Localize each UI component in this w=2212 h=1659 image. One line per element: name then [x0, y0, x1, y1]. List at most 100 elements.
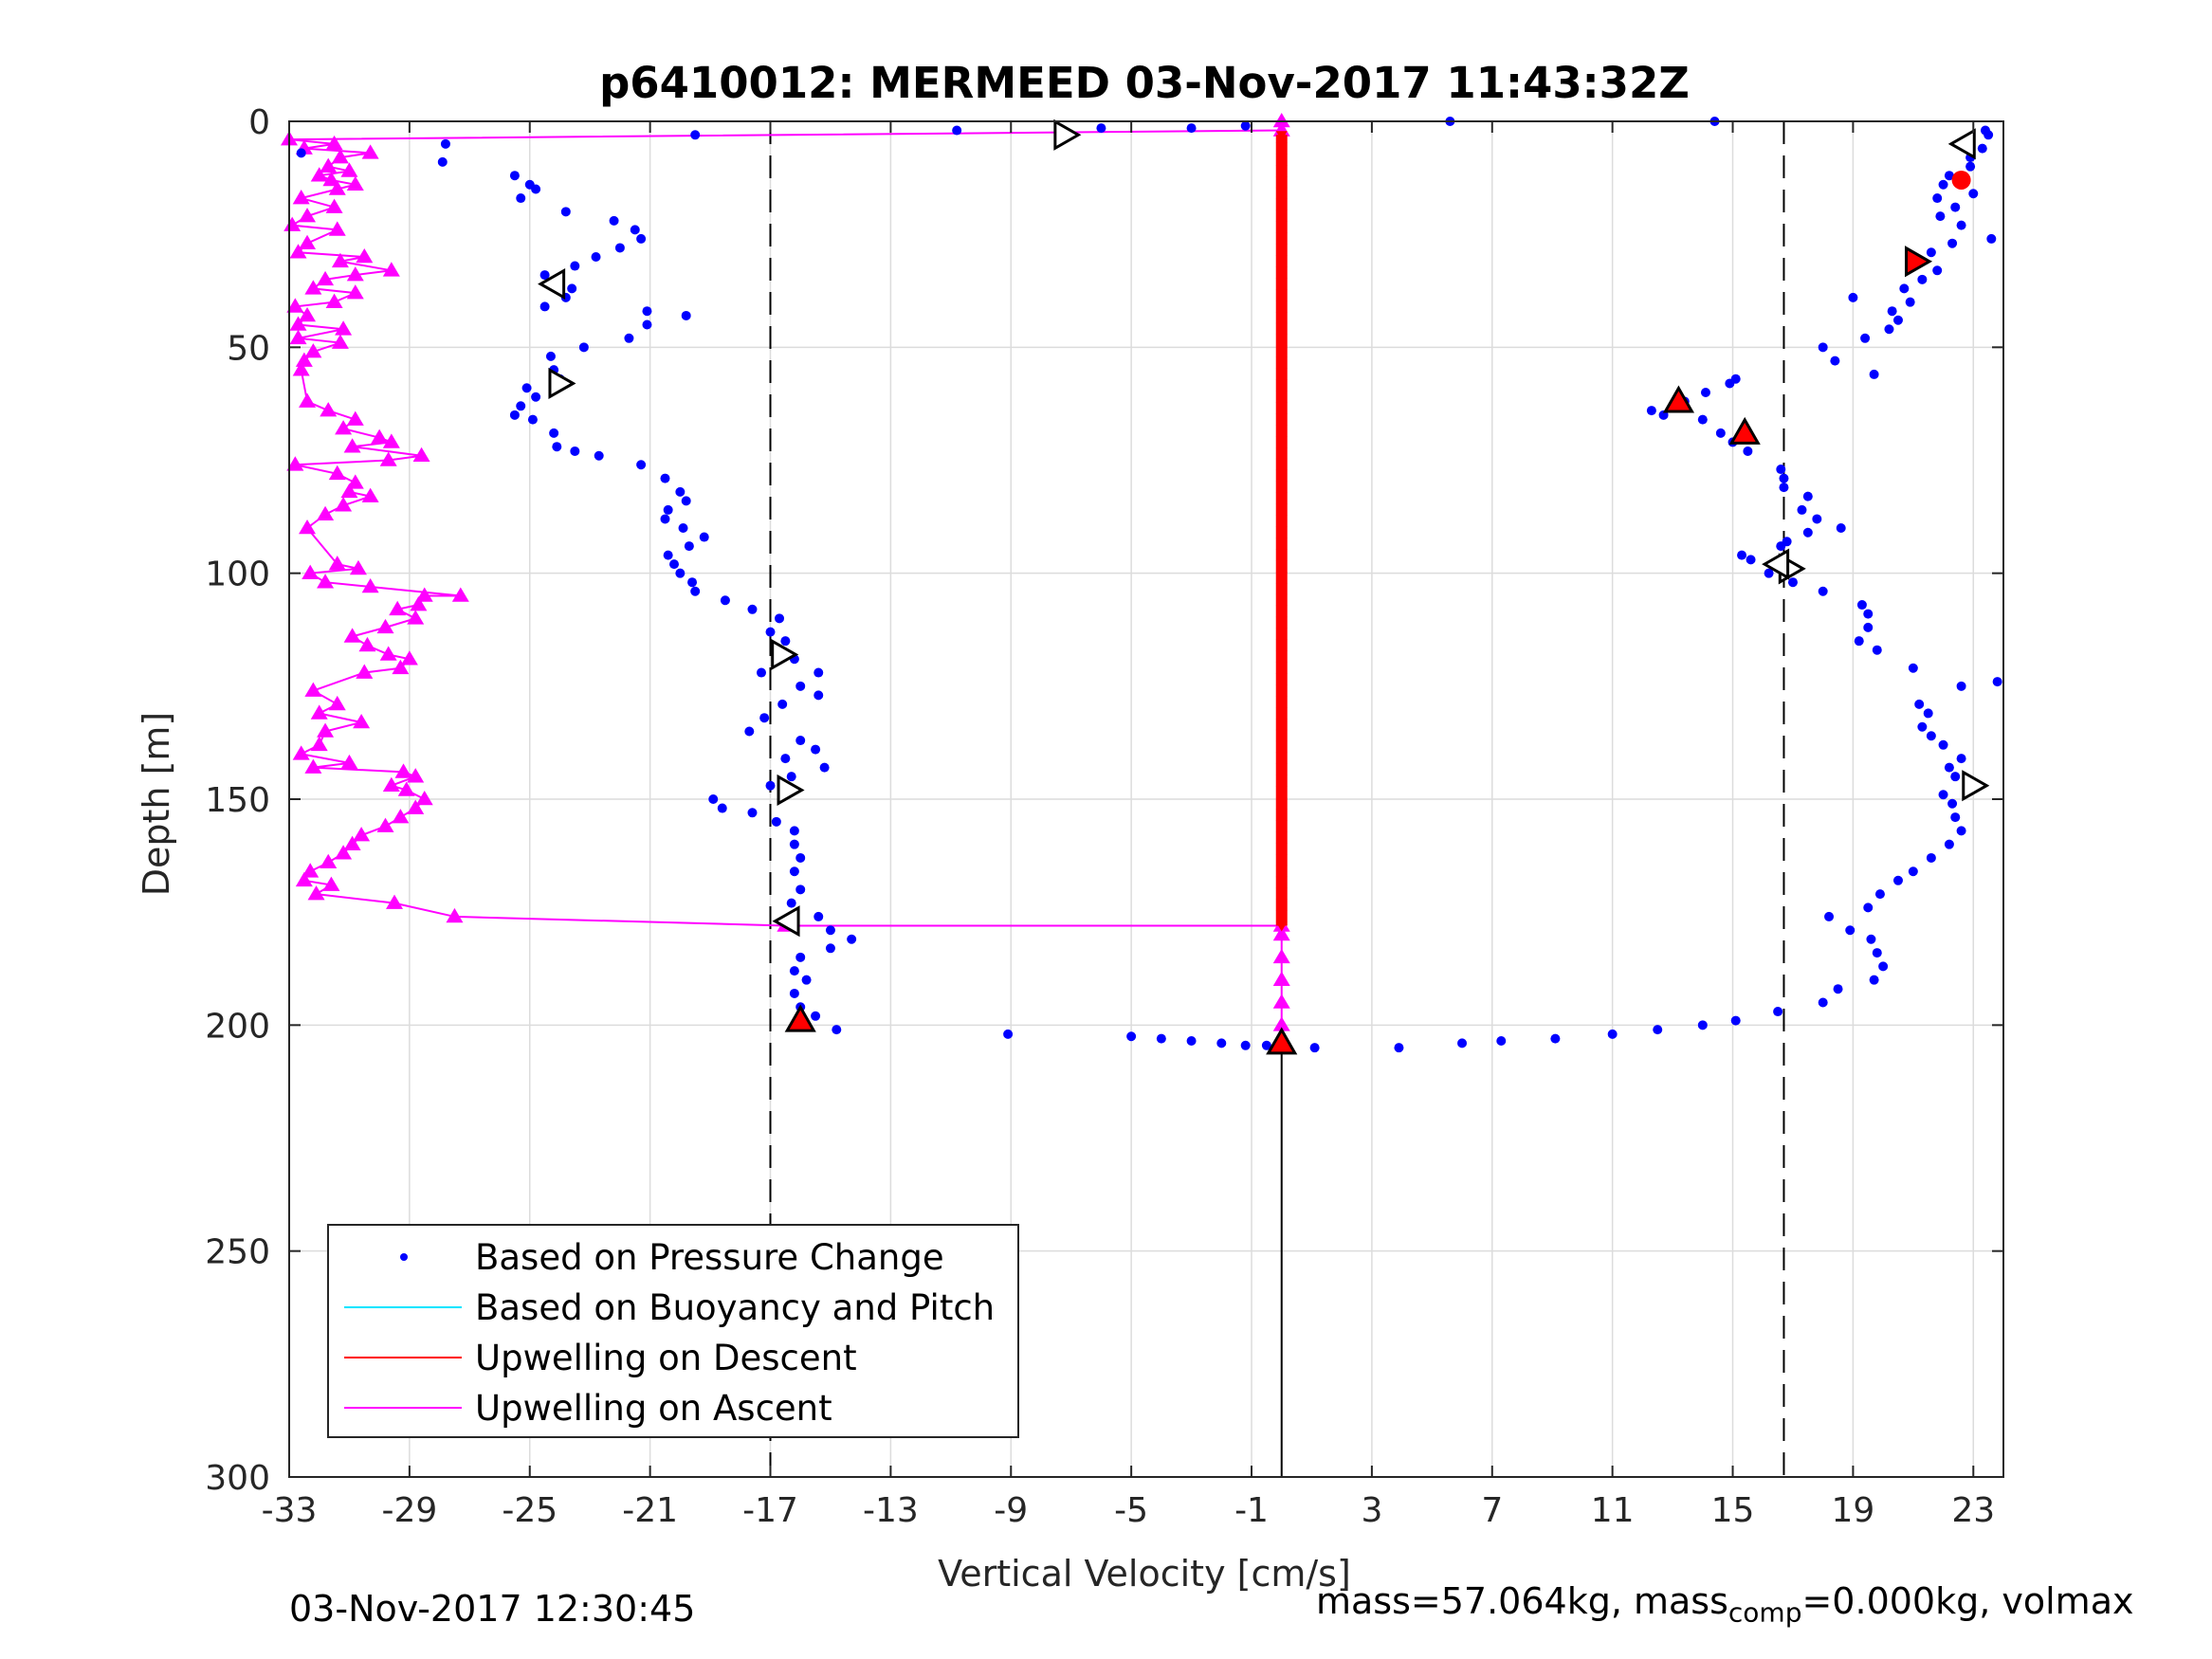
pressure-change-point: [1457, 1038, 1468, 1048]
ascent-point: [310, 704, 328, 720]
pressure-change-point: [814, 911, 824, 921]
ascent-point: [407, 610, 425, 625]
descent-point: [1275, 740, 1288, 751]
descent-point: [1275, 605, 1288, 615]
pressure-change-point: [1968, 189, 1979, 199]
descent-point: [1275, 650, 1288, 661]
ascent-point: [346, 266, 364, 282]
pressure-change-point: [660, 473, 670, 483]
x-tick-label: -21: [622, 1491, 678, 1530]
pressure-change-point: [1914, 699, 1925, 709]
pressure-change-point: [516, 401, 526, 411]
pressure-change-point: [811, 1011, 821, 1021]
open-triangle-marker: [777, 774, 805, 807]
ascent-point: [299, 306, 317, 322]
pressure-change-point: [795, 884, 806, 895]
ascent-point: [353, 827, 371, 842]
pressure-change-point: [819, 762, 830, 773]
ascent-point: [379, 451, 397, 466]
pressure-change-point: [642, 306, 652, 317]
descent-point: [1275, 876, 1288, 886]
pressure-change-point: [1830, 356, 1840, 366]
descent-point: [1275, 639, 1288, 649]
descent-point: [1275, 311, 1288, 321]
pressure-change-point: [1697, 1020, 1708, 1030]
pressure-change-point: [795, 852, 806, 863]
pressure-change-point: [570, 446, 580, 456]
pressure-change-point: [1096, 123, 1106, 134]
ascent-point: [349, 559, 367, 575]
ascent-point: [328, 556, 346, 571]
pressure-change-point: [675, 486, 686, 497]
open-triangle-marker: [1053, 118, 1082, 151]
pressure-change-point: [1782, 537, 1792, 547]
ascent-point: [379, 646, 397, 661]
pressure-change-point: [642, 319, 652, 330]
pressure-change-point: [440, 138, 450, 149]
ascent-point: [295, 352, 313, 367]
pressure-change-point: [681, 496, 691, 506]
pressure-change-point: [552, 442, 562, 452]
pressure-change-point: [1730, 374, 1741, 384]
pressure-change-point: [1950, 202, 1961, 212]
pressure-change-point: [786, 898, 796, 908]
ascent-point: [361, 577, 379, 593]
descent-point: [1275, 244, 1288, 254]
y-tick-label: 100: [205, 556, 270, 594]
pressure-change-point: [952, 125, 962, 136]
pressure-change-point: [1746, 555, 1756, 565]
ascent-point: [394, 763, 412, 778]
ascent-point: [325, 198, 343, 213]
ascent-point: [320, 157, 338, 173]
pressure-change-point: [699, 532, 709, 542]
ascent-point: [382, 776, 400, 792]
descent-point: [1275, 458, 1288, 468]
pressure-change-point: [1938, 790, 1948, 800]
ascent-point: [410, 596, 428, 611]
footer-mass-suffix: =0.000kg, volmax: [1801, 1580, 2134, 1622]
descent-point: [1275, 921, 1288, 932]
y-tick-label: 250: [205, 1233, 270, 1272]
ascent-point: [328, 695, 346, 711]
pressure-change-point: [1869, 975, 1879, 985]
pressure-change-point: [777, 699, 788, 709]
ascent-point: [304, 758, 322, 774]
descent-point: [1275, 255, 1288, 265]
red-triangle-marker: [1728, 416, 1761, 445]
ascent-point: [407, 768, 425, 783]
legend: Based on Pressure Change Based on Buoyanc…: [327, 1224, 1019, 1438]
pressure-change-point: [1824, 911, 1835, 921]
footer-timestamp: 03-Nov-2017 12:30:45: [289, 1588, 696, 1630]
ascent-point: [340, 754, 358, 770]
descent-point: [1275, 775, 1288, 785]
descent-point: [1275, 899, 1288, 909]
pressure-change-point: [1980, 125, 1990, 136]
ascent-point: [1272, 948, 1290, 964]
descent-point: [1275, 549, 1288, 559]
pressure-change-point: [759, 713, 770, 723]
pressure-change-point: [814, 690, 824, 701]
ascent-point: [397, 781, 415, 796]
open-triangle-marker: [1947, 128, 1976, 160]
pressure-change-point: [1653, 1025, 1663, 1035]
descent-point: [1275, 469, 1288, 480]
ascent-point: [310, 736, 328, 752]
pressure-change-point: [545, 351, 556, 361]
pressure-change-point: [775, 613, 785, 624]
pressure-change-point: [795, 736, 806, 746]
pressure-change-point: [1884, 324, 1894, 335]
ascent-point: [392, 809, 410, 824]
pressure-change-point: [675, 568, 686, 578]
pressure-change-point: [636, 233, 647, 244]
pressure-change-point: [765, 627, 776, 637]
y-tick-label: 50: [227, 329, 270, 368]
descent-point: [1275, 221, 1288, 231]
descent-point: [1275, 843, 1288, 853]
pressure-change-point: [708, 794, 719, 804]
legend-label: Upwelling on Ascent: [475, 1388, 832, 1429]
descent-point: [1275, 402, 1288, 412]
pressure-change-point: [1992, 677, 2002, 687]
pressure-change-point: [1126, 1031, 1137, 1042]
x-tick-label: -1: [1234, 1491, 1269, 1530]
ascent-point: [1272, 926, 1290, 941]
